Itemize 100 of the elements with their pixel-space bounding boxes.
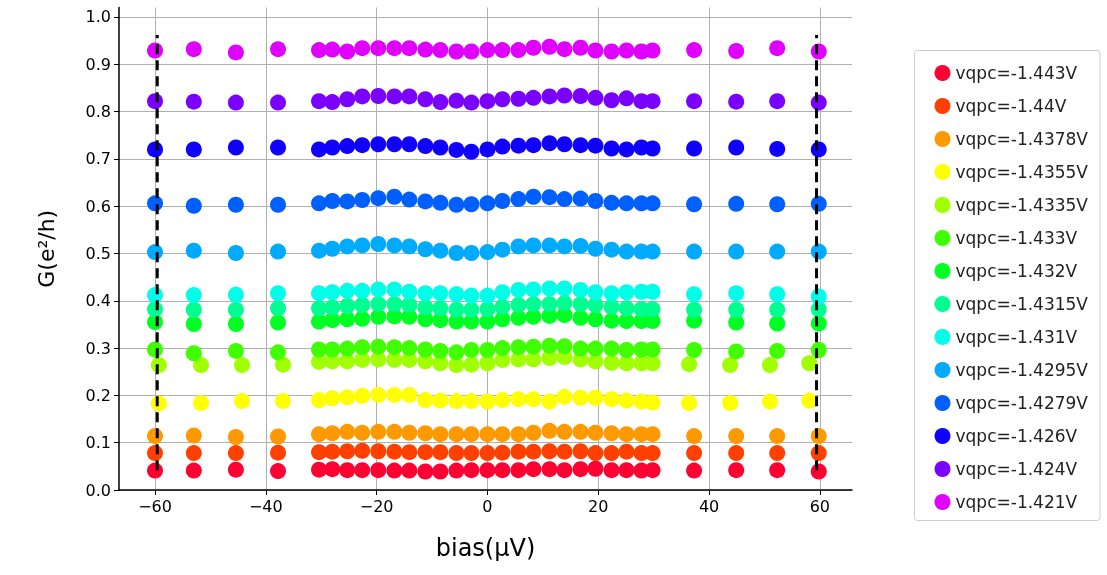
point xyxy=(463,356,480,373)
point xyxy=(311,242,328,259)
point xyxy=(185,41,202,58)
point xyxy=(432,194,449,211)
point xyxy=(185,445,202,462)
point xyxy=(587,42,604,59)
legend-label: vqpc=-1.4279V xyxy=(955,393,1089,413)
point xyxy=(728,301,745,318)
point xyxy=(603,354,620,371)
y-tick-label: 0.1 xyxy=(85,433,111,453)
point xyxy=(618,426,635,443)
point xyxy=(587,137,604,154)
point xyxy=(556,423,573,440)
point xyxy=(311,42,328,59)
point xyxy=(572,190,589,207)
point xyxy=(270,41,287,58)
point xyxy=(769,196,786,213)
point xyxy=(401,88,418,105)
x-tick-label: −20 xyxy=(359,496,394,516)
x-axis-title: bias(μV) xyxy=(435,534,536,562)
point xyxy=(510,238,527,255)
legend-label: vqpc=-1.431V xyxy=(955,327,1078,347)
point xyxy=(686,93,703,110)
point xyxy=(618,284,635,301)
legend-label: vqpc=-1.44V xyxy=(955,96,1067,116)
point xyxy=(386,88,403,105)
point xyxy=(386,423,403,440)
point xyxy=(354,237,371,254)
point xyxy=(185,242,202,259)
point xyxy=(324,94,341,111)
point xyxy=(311,444,328,461)
point xyxy=(525,237,542,254)
point xyxy=(370,40,387,57)
point xyxy=(270,196,287,213)
point xyxy=(572,39,589,56)
point xyxy=(572,443,589,460)
point xyxy=(728,445,745,462)
point xyxy=(386,296,403,313)
point xyxy=(510,137,527,154)
point xyxy=(234,393,250,410)
point xyxy=(432,242,449,259)
point xyxy=(448,445,465,462)
point xyxy=(541,393,558,410)
legend-label: vqpc=-1.4315V xyxy=(955,294,1089,314)
point xyxy=(386,237,403,254)
point xyxy=(618,195,635,212)
point xyxy=(603,92,620,109)
point xyxy=(185,301,202,318)
point xyxy=(644,445,661,462)
point xyxy=(603,43,620,60)
point xyxy=(339,282,356,299)
point xyxy=(510,281,527,298)
point xyxy=(603,340,620,357)
point xyxy=(587,460,604,477)
point xyxy=(556,443,573,460)
point xyxy=(525,424,542,441)
point xyxy=(354,40,371,57)
point xyxy=(354,137,371,154)
point xyxy=(417,425,434,442)
point xyxy=(525,39,542,56)
point xyxy=(270,314,287,331)
point xyxy=(525,296,542,313)
point xyxy=(354,310,371,327)
point xyxy=(603,194,620,211)
point xyxy=(541,461,558,478)
y-tick-label: 0.3 xyxy=(85,338,111,358)
legend-label: vqpc=-1.426V xyxy=(955,426,1078,446)
x-tick-label: −40 xyxy=(248,496,283,516)
legend-label: vqpc=-1.4295V xyxy=(955,360,1089,380)
point xyxy=(370,136,387,153)
point xyxy=(494,42,511,59)
point xyxy=(370,190,387,207)
point xyxy=(479,244,496,261)
point xyxy=(541,38,558,55)
point xyxy=(644,426,661,443)
point xyxy=(541,88,558,105)
point xyxy=(401,340,418,357)
point xyxy=(448,92,465,109)
point xyxy=(401,444,418,461)
legend-label: vqpc=-1.4355V xyxy=(955,162,1089,182)
point xyxy=(463,94,480,111)
point xyxy=(728,195,745,212)
point xyxy=(463,196,480,213)
point xyxy=(603,445,620,462)
point xyxy=(448,301,465,318)
point xyxy=(185,93,202,110)
point xyxy=(185,141,202,158)
point xyxy=(801,392,818,409)
point xyxy=(510,90,527,107)
y-tick-label: 0.5 xyxy=(85,243,111,263)
point xyxy=(227,196,244,213)
point xyxy=(587,340,604,357)
point xyxy=(494,462,511,479)
y-tick-label: 0.6 xyxy=(85,196,111,216)
point xyxy=(463,301,480,318)
point xyxy=(479,341,496,358)
point xyxy=(401,191,418,208)
point xyxy=(370,281,387,298)
point xyxy=(270,139,287,156)
point xyxy=(556,280,573,297)
